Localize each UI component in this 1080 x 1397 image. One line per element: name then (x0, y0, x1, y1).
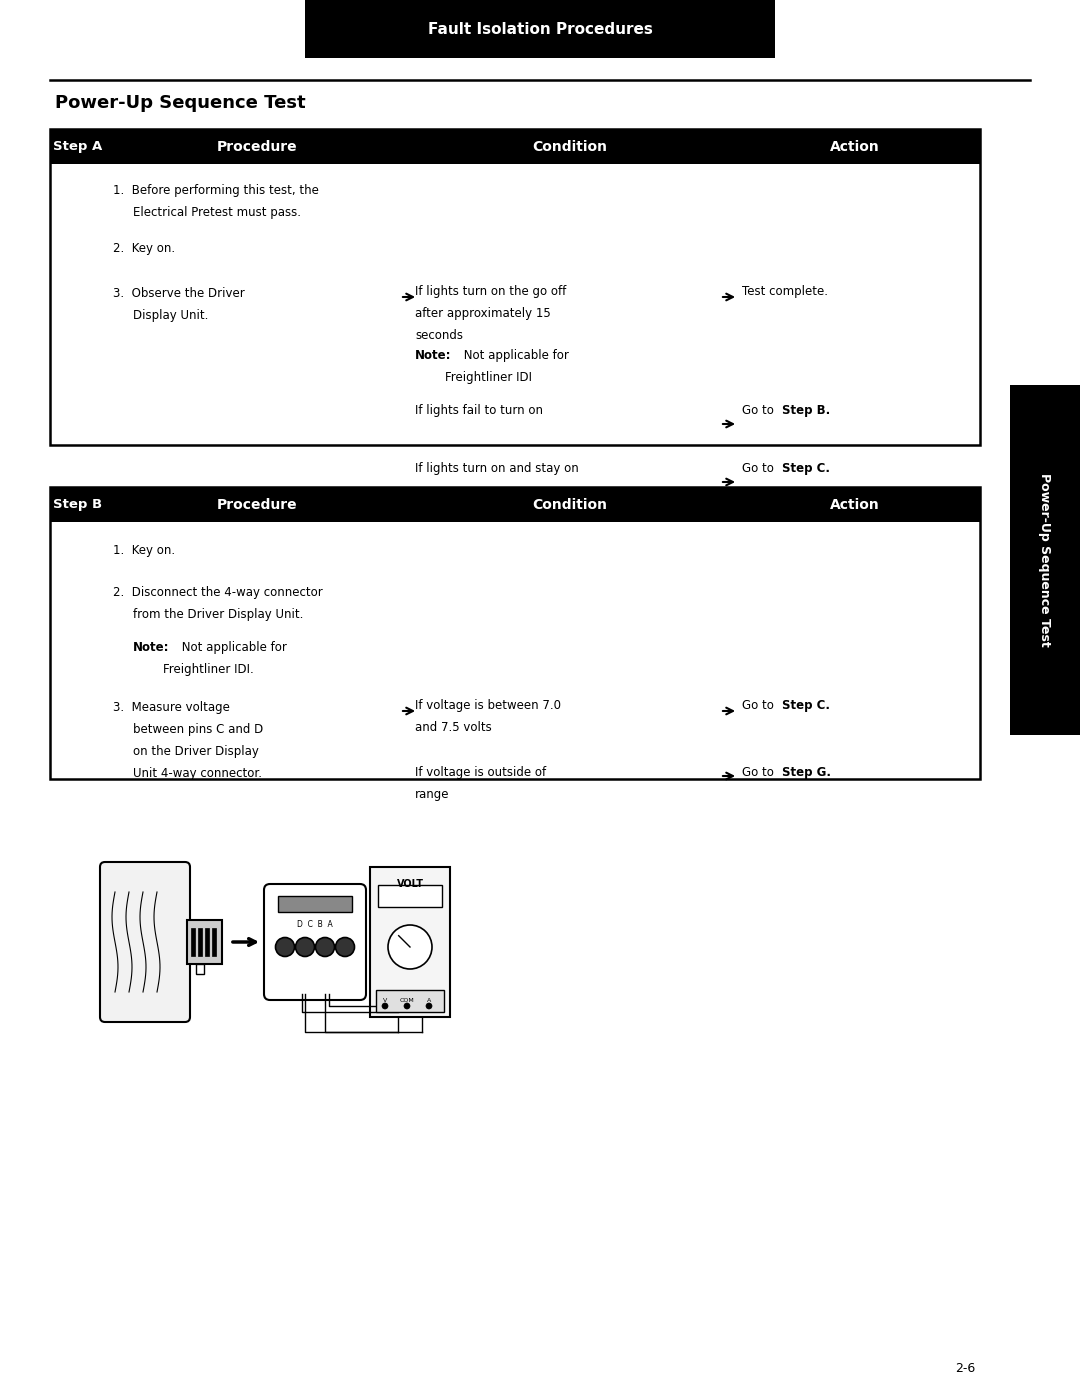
Text: and 7.5 volts: and 7.5 volts (415, 721, 491, 733)
Bar (198, 928, 202, 956)
Circle shape (388, 925, 432, 970)
Circle shape (382, 1003, 388, 1009)
Text: from the Driver Display Unit.: from the Driver Display Unit. (133, 608, 303, 622)
Text: Freightliner IDI: Freightliner IDI (445, 372, 532, 384)
Circle shape (315, 937, 335, 957)
Text: between pins C and D: between pins C and D (133, 724, 264, 736)
Bar (50, 488, 980, 780)
Bar (370, 868, 450, 1017)
Text: Unit 4-way connector.: Unit 4-way connector. (133, 767, 262, 780)
Text: Procedure: Procedure (217, 497, 298, 511)
Bar (278, 895, 352, 912)
Text: Condition: Condition (532, 497, 607, 511)
Bar (50, 129, 980, 446)
Text: Not applicable for: Not applicable for (460, 349, 569, 362)
Bar (187, 921, 222, 964)
Text: Step C.: Step C. (782, 462, 831, 475)
Text: Go to: Go to (742, 698, 778, 712)
Circle shape (426, 1003, 432, 1009)
Text: COM: COM (400, 999, 415, 1003)
Circle shape (336, 937, 354, 957)
Text: Power-Up Sequence Test: Power-Up Sequence Test (55, 94, 306, 112)
Bar (305, 0, 775, 59)
Text: Step B.: Step B. (782, 404, 831, 416)
Text: VOLT: VOLT (396, 879, 423, 888)
Text: A: A (427, 999, 431, 1003)
Text: Fault Isolation Procedures: Fault Isolation Procedures (428, 21, 652, 36)
Text: range: range (415, 788, 449, 800)
Bar (212, 928, 216, 956)
Bar (195, 964, 204, 974)
Text: Go to: Go to (742, 404, 778, 416)
Text: on the Driver Display: on the Driver Display (133, 745, 259, 759)
Text: Procedure: Procedure (217, 140, 298, 154)
FancyBboxPatch shape (264, 884, 366, 1000)
Text: 2.  Key on.: 2. Key on. (113, 242, 175, 256)
Text: Display Unit.: Display Unit. (133, 309, 208, 321)
Text: If lights turn on the go off: If lights turn on the go off (415, 285, 566, 298)
Text: If lights fail to turn on: If lights fail to turn on (415, 404, 543, 416)
Text: 2-6: 2-6 (955, 1362, 975, 1375)
Bar (205, 928, 210, 956)
Bar (50, 129, 980, 163)
Bar (50, 129, 105, 163)
Text: Freightliner IDI.: Freightliner IDI. (163, 664, 254, 676)
Circle shape (404, 1003, 410, 1009)
Bar (1010, 386, 1080, 735)
Text: Condition: Condition (532, 140, 607, 154)
Bar (378, 886, 442, 907)
Text: Test complete.: Test complete. (742, 285, 828, 298)
Text: after approximately 15: after approximately 15 (415, 307, 551, 320)
Text: Step B: Step B (53, 497, 103, 511)
Text: Step G.: Step G. (782, 766, 831, 780)
Text: If voltage is between 7.0: If voltage is between 7.0 (415, 698, 561, 712)
Text: If voltage is outside of: If voltage is outside of (415, 766, 546, 780)
Text: 1.  Key on.: 1. Key on. (113, 543, 175, 557)
Text: Go to: Go to (742, 766, 778, 780)
Text: Electrical Pretest must pass.: Electrical Pretest must pass. (133, 205, 301, 219)
Text: V: V (383, 999, 387, 1003)
Bar (50, 488, 980, 522)
Text: 2.  Disconnect the 4-way connector: 2. Disconnect the 4-way connector (113, 585, 323, 599)
Text: Not applicable for: Not applicable for (178, 641, 287, 654)
Text: Step C.: Step C. (782, 698, 831, 712)
Text: If lights turn on and stay on: If lights turn on and stay on (415, 462, 579, 475)
Bar (376, 990, 444, 1011)
Text: Note:: Note: (133, 641, 170, 654)
Bar (191, 928, 195, 956)
Text: 3.  Measure voltage: 3. Measure voltage (113, 701, 230, 714)
Circle shape (296, 937, 314, 957)
Text: D  C  B  A: D C B A (297, 921, 333, 929)
Text: Power-Up Sequence Test: Power-Up Sequence Test (1039, 474, 1052, 647)
Text: Go to: Go to (742, 462, 778, 475)
Text: Action: Action (831, 497, 880, 511)
Text: Action: Action (831, 140, 880, 154)
Text: Note:: Note: (415, 349, 451, 362)
Text: Step A: Step A (53, 140, 103, 154)
Text: 3.  Observe the Driver: 3. Observe the Driver (113, 286, 245, 300)
Text: seconds: seconds (415, 330, 463, 342)
FancyBboxPatch shape (100, 862, 190, 1023)
Text: 1.  Before performing this test, the: 1. Before performing this test, the (113, 184, 319, 197)
Bar (50, 488, 105, 522)
Circle shape (275, 937, 295, 957)
